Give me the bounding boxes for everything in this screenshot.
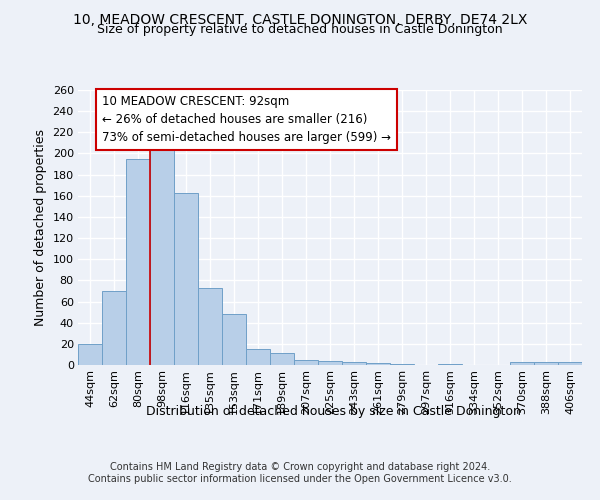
Bar [270, 354, 294, 365]
Text: Distribution of detached houses by size in Castle Donington: Distribution of detached houses by size … [146, 405, 520, 418]
Text: 10, MEADOW CRESCENT, CASTLE DONINGTON, DERBY, DE74 2LX: 10, MEADOW CRESCENT, CASTLE DONINGTON, D… [73, 12, 527, 26]
Bar [534, 362, 558, 365]
Text: Contains public sector information licensed under the Open Government Licence v3: Contains public sector information licen… [88, 474, 512, 484]
Text: 10 MEADOW CRESCENT: 92sqm
← 26% of detached houses are smaller (216)
73% of semi: 10 MEADOW CRESCENT: 92sqm ← 26% of detac… [102, 96, 391, 144]
Bar [126, 158, 150, 365]
Text: Contains HM Land Registry data © Crown copyright and database right 2024.: Contains HM Land Registry data © Crown c… [110, 462, 490, 472]
Bar [390, 364, 414, 365]
Bar [174, 192, 198, 365]
Bar [222, 314, 246, 365]
Bar [342, 362, 366, 365]
Bar [150, 138, 174, 365]
Bar [318, 361, 342, 365]
Bar [246, 349, 270, 365]
Bar [366, 363, 390, 365]
Bar [198, 288, 222, 365]
Text: Size of property relative to detached houses in Castle Donington: Size of property relative to detached ho… [97, 22, 503, 36]
Bar [102, 291, 126, 365]
Bar [558, 362, 582, 365]
Bar [438, 364, 462, 365]
Bar [294, 360, 318, 365]
Y-axis label: Number of detached properties: Number of detached properties [34, 129, 47, 326]
Bar [78, 344, 102, 365]
Bar [510, 362, 534, 365]
